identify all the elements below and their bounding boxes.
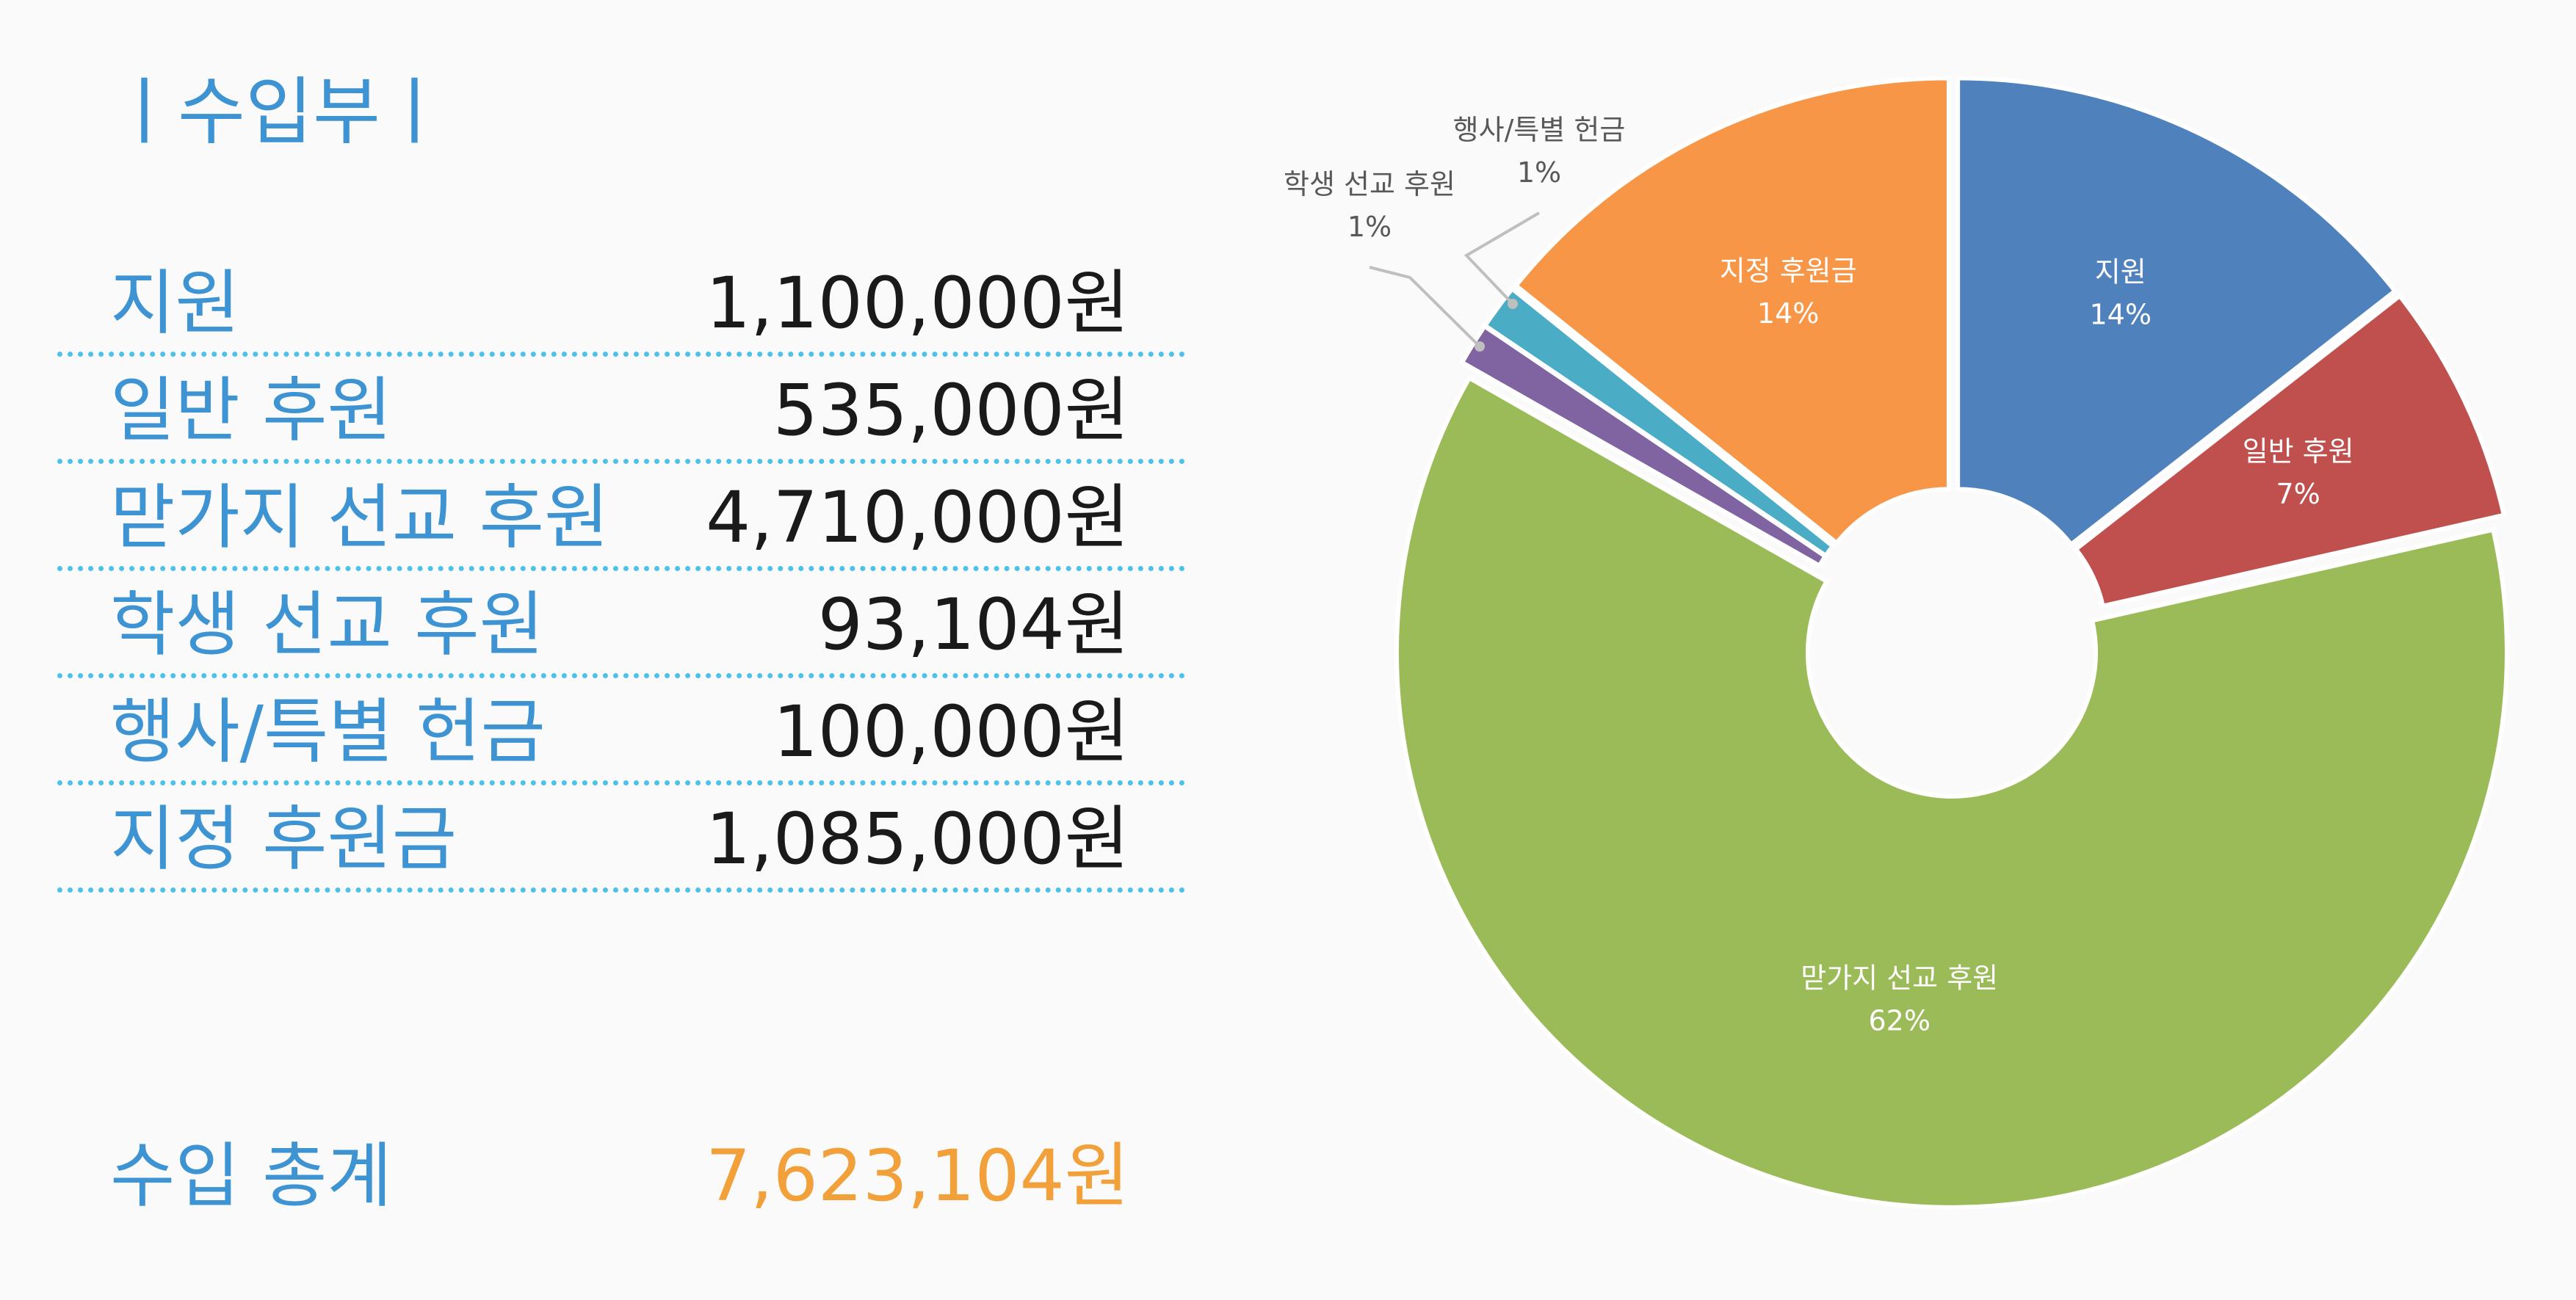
income-row-student-mission: 학생 선교 후원 93,104원 [57, 571, 1185, 678]
income-row-eldest-mission: 맏가지 선교 후원 4,710,000원 [57, 464, 1185, 571]
income-table: 지원 1,100,000원 일반 후원 535,000원 맏가지 선교 후원 4… [57, 250, 1185, 893]
page-title: ㅣ수입부ㅣ [110, 69, 448, 155]
row-value: 1,085,000원 [706, 798, 1129, 880]
total-value: 7,623,104원 [706, 1135, 1129, 1217]
slice-percent: 62% [1868, 1005, 1930, 1037]
income-row-event-offering: 행사/특별 헌금 100,000원 [57, 678, 1185, 785]
row-value: 4,710,000원 [706, 476, 1129, 559]
pie-slice [1394, 374, 2509, 1210]
pie-slice [1513, 76, 1951, 546]
slice-percent: 1% [1517, 156, 1561, 189]
slice-label: 지정 후원금 [1720, 255, 1857, 287]
income-row-general-donation: 일반 후원 535,000원 [57, 357, 1185, 464]
row-value: 535,000원 [773, 369, 1129, 451]
slice-label: 행사/특별 헌금 [1453, 114, 1626, 146]
row-label: 일반 후원 [110, 369, 392, 451]
row-value: 1,100,000원 [706, 262, 1129, 344]
leader-line [1369, 266, 1481, 348]
row-label: 지원 [110, 262, 240, 344]
leader-line [1464, 211, 1541, 305]
slice-label: 맏가지 선교 후원 [1801, 962, 1998, 995]
row-label: 맏가지 선교 후원 [110, 476, 609, 559]
total-label: 수입 총계 [110, 1135, 392, 1217]
row-label: 행사/특별 헌금 [110, 691, 546, 773]
slice-percent: 14% [1757, 297, 1819, 330]
income-row-support: 지원 1,100,000원 [57, 250, 1185, 357]
slice-percent: 7% [2276, 478, 2320, 510]
slice-label: 일반 후원 [2243, 435, 2354, 468]
row-value: 93,104원 [817, 584, 1129, 666]
income-row-designated-donation: 지정 후원금 1,085,000원 [57, 785, 1185, 893]
row-label: 학생 선교 후원 [110, 584, 544, 666]
pie-slice [2072, 292, 2507, 609]
row-value: 100,000원 [773, 691, 1129, 773]
pie-slice [1955, 76, 2398, 548]
slice-label: 학생 선교 후원 [1284, 168, 1455, 200]
pie-slice [1482, 286, 1837, 559]
slice-percent: 1% [1347, 211, 1392, 243]
row-label: 지정 후원금 [110, 798, 457, 880]
slice-percent: 14% [2090, 299, 2152, 331]
leader-dot [1475, 341, 1485, 352]
income-total-row: 수입 총계 7,623,104원 [57, 1122, 1185, 1224]
leader-dot [1508, 299, 1518, 309]
slice-label: 지원 [2095, 256, 2146, 288]
